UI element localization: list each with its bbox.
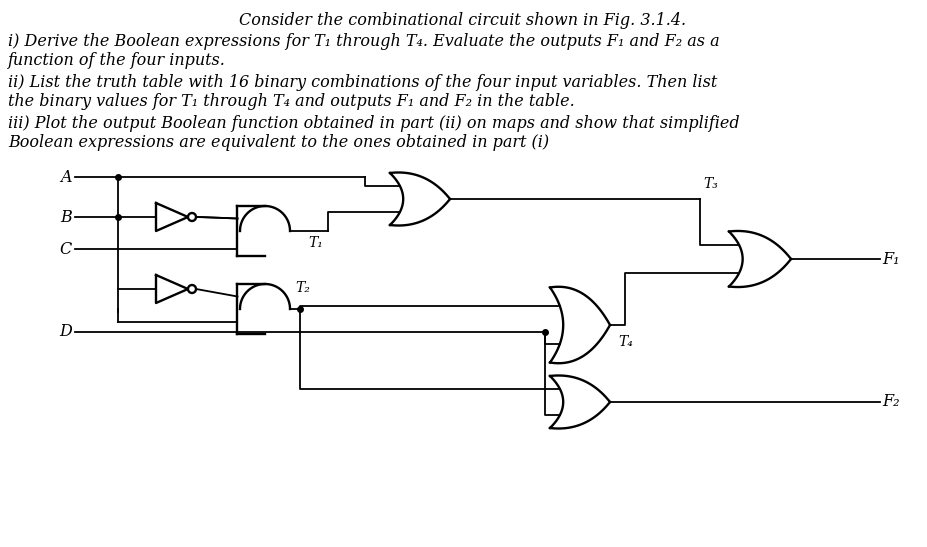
Circle shape	[188, 213, 196, 221]
Text: function of the four inputs.: function of the four inputs.	[8, 52, 226, 69]
Text: Boolean expressions are equivalent to the ones obtained in part (i): Boolean expressions are equivalent to th…	[8, 134, 549, 151]
Text: A: A	[60, 168, 72, 185]
Text: F₁: F₁	[882, 251, 899, 267]
Text: i) Derive the Boolean expressions for T₁ through T₄. Evaluate the outputs F₁ and: i) Derive the Boolean expressions for T₁…	[8, 33, 719, 50]
Text: ii) List the truth table with 16 binary combinations of the four input variables: ii) List the truth table with 16 binary …	[8, 74, 717, 91]
Text: Consider the combinational circuit shown in Fig. 3.1.4.: Consider the combinational circuit shown…	[239, 12, 687, 29]
Text: C: C	[59, 241, 72, 258]
Text: the binary values for T₁ through T₄ and outputs F₁ and F₂ in the table.: the binary values for T₁ through T₄ and …	[8, 93, 575, 110]
Text: B: B	[60, 208, 72, 225]
Text: T₄: T₄	[618, 335, 633, 349]
Text: T₁: T₁	[308, 236, 323, 250]
Text: F₂: F₂	[882, 393, 899, 410]
Text: D: D	[59, 323, 72, 340]
Text: T₂: T₂	[295, 281, 310, 295]
Circle shape	[188, 285, 196, 293]
Text: iii) Plot the output Boolean function obtained in part (ii) on maps and show tha: iii) Plot the output Boolean function ob…	[8, 115, 740, 132]
Text: T₃: T₃	[703, 177, 717, 191]
